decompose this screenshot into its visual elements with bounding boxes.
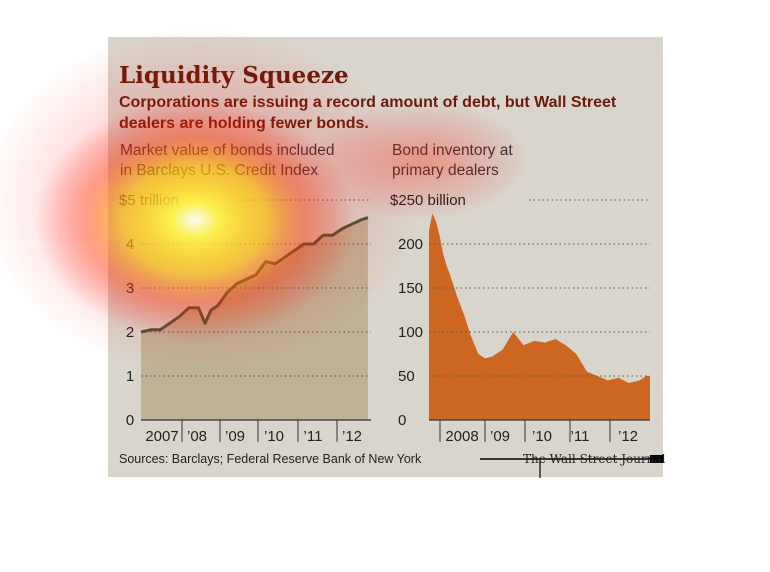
y-tick-label-1-0: 0 [398,412,406,429]
y-tick-label-1-2: 100 [398,324,423,341]
publisher-credit: The Wall Street Journal [523,452,666,466]
y-tick-label-0-3: 3 [126,280,134,297]
y-tick-label-1-3: 150 [398,280,423,297]
x-tick-label-1-0: 2008 [445,428,478,445]
y-tick-label-0-1: 1 [126,368,134,385]
y-tick-label-1-4: 200 [398,236,423,253]
x-tick-label-1-2: ’10 [532,428,552,445]
x-tick-label-0-4: ’11 [304,428,323,445]
x-tick-label-0-2: ’09 [225,428,245,445]
x-tick-label-0-5: ’12 [342,428,362,445]
y-top-label-1: $250 billion [390,192,466,209]
x-tick-label-0-0: 2007 [145,428,178,445]
y-tick-label-0-2: 2 [126,324,134,341]
series-area-1 [429,213,650,420]
y-tick-label-0-4: 4 [126,236,134,253]
x-tick-label-1-3: ’11 [571,428,590,445]
y-tick-label-1-1: 50 [398,368,415,385]
x-tick-label-0-1: ’08 [187,428,207,445]
credit-rule-block [650,455,663,463]
source-note: Sources: Barclays; Federal Reserve Bank … [119,452,422,466]
x-tick-label-1-4: ’12 [618,428,638,445]
x-tick-label-1-1: ’09 [490,428,510,445]
y-top-label-0: $5 trillion [119,192,179,209]
y-tick-label-0-0: 0 [126,412,134,429]
x-tick-label-0-3: ’10 [264,428,284,445]
